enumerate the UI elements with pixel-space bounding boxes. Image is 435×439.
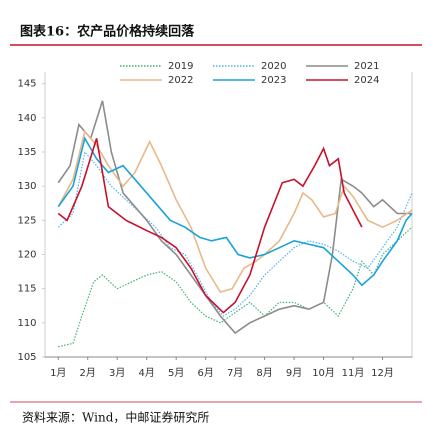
series-line	[57, 150, 413, 317]
series-line	[57, 129, 413, 294]
x-tick-label: 10月	[312, 367, 335, 379]
y-tick-label: 140	[17, 113, 36, 124]
y-tick-label: 125	[17, 215, 36, 226]
x-tick-label: 3月	[109, 367, 125, 379]
series-line	[58, 226, 413, 348]
series-line	[57, 100, 412, 335]
y-tick-label: 110	[17, 318, 36, 329]
y-tick-label: 115	[17, 284, 36, 295]
y-tick-label: 130	[17, 181, 36, 192]
y-tick-label: 105	[17, 352, 36, 363]
source: 资料来源：Wind，中邮证券研究所	[22, 410, 209, 425]
y-tick-label: 145	[17, 79, 36, 90]
legend-label: 2023	[261, 75, 286, 86]
y-tick-label: 120	[17, 250, 36, 261]
legend-label: 2020	[261, 61, 286, 72]
legend-label: 2022	[168, 75, 193, 86]
series-line	[57, 138, 363, 314]
x-tick-label: 9月	[286, 367, 302, 379]
x-tick-label: 1月	[50, 367, 66, 379]
y-tick-label: 135	[17, 147, 36, 158]
series-line	[57, 136, 413, 287]
x-tick-label: 7月	[227, 367, 243, 379]
x-tick-label: 5月	[168, 367, 184, 379]
x-tick-label: 11月	[342, 367, 365, 379]
legend-label: 2019	[168, 61, 193, 72]
x-tick-label: 2月	[80, 367, 96, 379]
x-tick-label: 4月	[139, 367, 155, 379]
x-tick-label: 12月	[371, 367, 394, 379]
x-tick-label: 6月	[197, 367, 213, 379]
x-tick-label: 8月	[256, 367, 272, 379]
legend-label: 2024	[354, 75, 379, 86]
chart-title: 图表16：农产品价格持续回落	[20, 24, 195, 40]
legend-label: 2021	[354, 61, 379, 72]
